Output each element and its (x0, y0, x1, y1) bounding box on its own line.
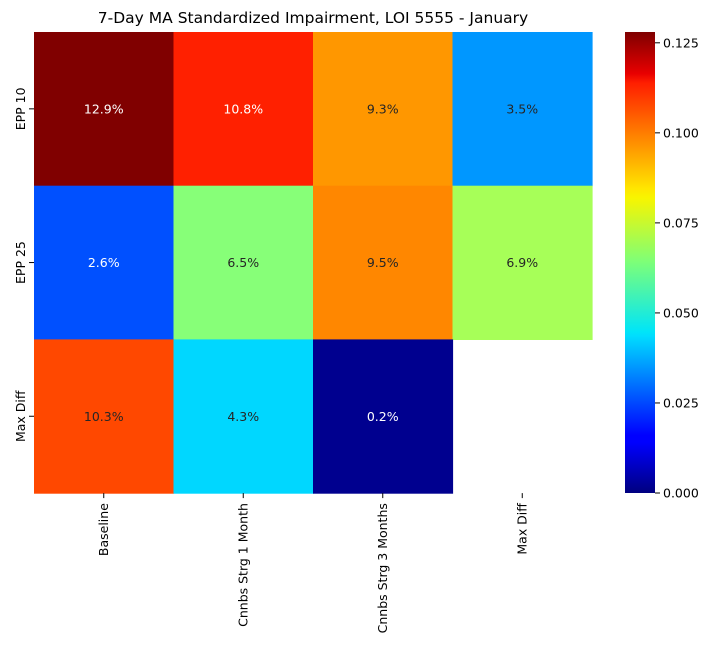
heatmap-cell-r2-c2 (313, 339, 454, 494)
cell-annotation-r2-c1: 4.3% (227, 409, 259, 424)
heatmap-cell-r2-c1 (173, 339, 314, 494)
chart-title: 7-Day MA Standardized Impairment, LOI 55… (98, 9, 528, 27)
cell-annotation-r0-c3: 3.5% (506, 101, 538, 116)
cell-annotation-r0-c0: 12.9% (84, 101, 124, 116)
heatmap-cell-r0-c2 (313, 32, 454, 187)
colorbar-tick-label-3: 0.075 (663, 215, 699, 230)
heatmap-cell-labels: 12.9% 10.8% 9.3% 3.5% 2.6% 6.5% 9.5% 6.9% 10.3% 4… (84, 101, 538, 423)
colorbar-tick-label-1: 0.025 (663, 395, 699, 410)
heatmap-cell-r0-c3 (452, 32, 593, 187)
cell-annotation-r2-c2: 0.2% (367, 409, 399, 424)
x-tick-label-3: Max Diff (515, 503, 530, 555)
cell-annotation-r1-c3: 6.9% (506, 255, 538, 270)
heatmap-cell-r0-c0 (34, 32, 175, 187)
heatmap-cell-r1-c0 (34, 185, 175, 340)
heatmap-cell-r1-c3 (452, 185, 593, 340)
x-tick-label-0: Baseline (96, 503, 111, 556)
colorbar-tick-label-2: 0.050 (663, 305, 699, 320)
heatmap-cell-r2-c0 (34, 339, 175, 494)
cell-annotation-r2-c0: 10.3% (84, 409, 124, 424)
heatmap-cell-r1-c1 (173, 185, 314, 340)
y-tick-label-2: Max Diff (13, 390, 28, 442)
colorbar-gradient (625, 32, 655, 493)
colorbar-tick-label-5: 0.125 (663, 35, 699, 50)
cell-annotation-r1-c2: 9.5% (367, 255, 399, 270)
cell-annotation-r1-c0: 2.6% (88, 255, 120, 270)
cell-annotation-r1-c1: 6.5% (227, 255, 259, 270)
cell-annotation-r0-c2: 9.3% (367, 101, 399, 116)
heatmap-cells (34, 32, 593, 494)
colorbar (625, 32, 655, 493)
colorbar-tick-label-0: 0.000 (663, 486, 699, 501)
colorbar-ticks: 0.000 0.025 0.050 0.075 0.100 0.125 (655, 35, 699, 501)
heatmap-cell-r1-c2 (313, 185, 454, 340)
colorbar-tick-label-4: 0.100 (663, 125, 699, 140)
x-tick-label-1: Cnnbs Strg 1 Month (236, 503, 251, 627)
heatmap-cell-r0-c1 (173, 32, 314, 187)
y-tick-label-0: EPP 10 (13, 87, 28, 130)
x-tick-label-2: Cnnbs Strg 3 Months (375, 503, 390, 633)
y-tick-label-1: EPP 25 (13, 241, 28, 284)
cell-annotation-r0-c1: 10.8% (223, 101, 263, 116)
y-axis: EPP 10 EPP 25 Max Diff (13, 87, 34, 442)
x-axis: Baseline Cnnbs Strg 1 Month Cnnbs Strg 3 M… (96, 493, 530, 633)
